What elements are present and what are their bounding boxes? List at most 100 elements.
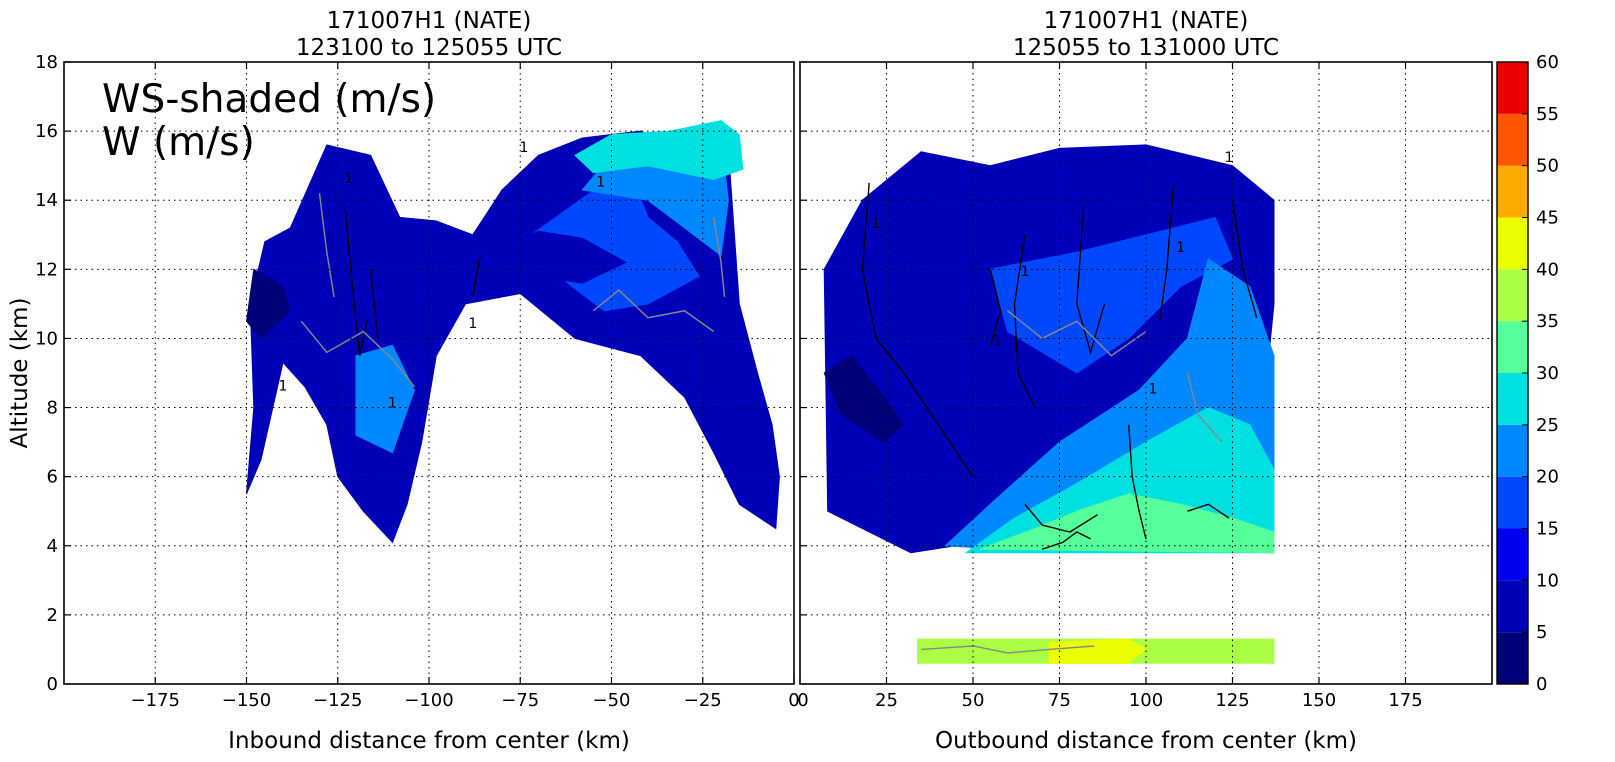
wind-speed-region	[823, 355, 905, 443]
colorbar: 0 5 10 15 20 25 30 35 40 45 50 55 60	[1496, 52, 1559, 695]
w-contour-line	[1128, 424, 1147, 540]
colorbar-segment	[1497, 165, 1528, 218]
y-tick-label: 12	[35, 259, 58, 280]
annotation-ws-shaded: WS-shaded (m/s)	[102, 77, 436, 122]
x-tick-label: 150	[1302, 690, 1336, 711]
contour-label: 1	[1020, 264, 1029, 280]
colorbar-tick-label: 10	[1536, 570, 1559, 591]
annotation-w: W (m/s)	[102, 120, 255, 165]
colorbar-tick-label: 40	[1536, 259, 1559, 280]
colorbar-tick-label: 50	[1536, 156, 1559, 177]
w-contour-line	[1007, 310, 1147, 357]
y-tick-label: 0	[47, 674, 58, 695]
left-chart-subtitle: 123100 to 125055 UTC	[296, 35, 562, 61]
w-contour-line	[1013, 234, 1036, 408]
x-tick-label: 175	[1388, 690, 1422, 711]
x-tick-label: 125	[1215, 690, 1249, 711]
y-tick-label: 10	[35, 328, 58, 349]
left-w-contours: 1 1 1 1 1 1	[279, 140, 726, 412]
colorbar-segment	[1497, 373, 1528, 425]
colorbar-segment	[1497, 62, 1528, 114]
colorbar-tick-label: 5	[1536, 622, 1547, 643]
right-chart-title: 171007H1 (NATE)	[1044, 8, 1249, 34]
left-chart-title: 171007H1 (NATE)	[327, 8, 532, 34]
w-contour-line	[713, 217, 726, 298]
right-x-axis-label: Outbound distance from center (km)	[935, 728, 1357, 754]
wind-speed-region	[355, 344, 415, 454]
contour-label: 1	[596, 174, 605, 190]
contour-label: 1	[993, 333, 1002, 349]
colorbar-tick-label: 35	[1536, 311, 1559, 332]
wind-speed-region	[1048, 638, 1147, 664]
w-contour-line	[1159, 182, 1175, 322]
w-contour-line	[861, 182, 974, 478]
x-tick-label: 100	[1129, 690, 1163, 711]
right-w-contours: 1 1 1 1 1 1	[861, 150, 1258, 654]
colorbar-segment	[1497, 424, 1528, 477]
colorbar-tick-label: 0	[1536, 674, 1547, 695]
y-tick-label: 4	[47, 536, 58, 557]
colorbar-segment	[1497, 269, 1528, 322]
colorbar-segment	[1497, 580, 1528, 633]
x-tick-label: −100	[404, 690, 453, 711]
right-x-ticks: 0 25 50 75 100 125 150 175	[797, 62, 1423, 711]
contour-label: 1	[468, 316, 477, 332]
w-contour-line	[592, 289, 715, 333]
w-contour-line	[1187, 503, 1230, 519]
w-contour-line	[1024, 503, 1098, 533]
x-tick-label: 0	[788, 690, 799, 711]
right-panel: 1 1 1 1 1 1 0 25 50 75 100 125 150 175 171007H1 (NAT…	[797, 8, 1493, 754]
colorbar-tick-label: 25	[1536, 415, 1559, 436]
colorbar-tick-label: 30	[1536, 363, 1559, 384]
left-x-ticks: −175 −150 −125 −100 −75 −50 −25 0	[131, 62, 800, 711]
y-axis-label: Altitude (km)	[7, 298, 33, 449]
wind-speed-region	[245, 268, 291, 340]
contour-label: 1	[279, 378, 288, 394]
wind-speed-region	[493, 230, 628, 284]
colorbar-tick-label: 15	[1536, 519, 1559, 540]
colorbar-tick-label: 45	[1536, 208, 1559, 229]
y-tick-label: 8	[47, 398, 58, 419]
contour-label: 1	[344, 171, 353, 187]
w-contour-line	[1231, 200, 1258, 318]
left-panel: 1 1 1 1 1 1 −175 −150 −125 −100 −75 −50 −25 0 0 2 4 6 8 1…	[7, 8, 807, 754]
contour-label: 1	[872, 216, 881, 232]
contour-label: 1	[519, 140, 528, 156]
y-tick-label: 16	[35, 121, 58, 142]
colorbar-tick-label: 20	[1536, 467, 1559, 488]
left-wind-speed-fill	[245, 120, 780, 544]
wind-speed-region	[398, 216, 474, 267]
colorbar-ticks: 0 5 10 15 20 25 30 35 40 45 50 55 60	[1522, 52, 1559, 695]
contour-label: 1	[1225, 150, 1234, 166]
colorbar-tick-label: 60	[1536, 52, 1559, 73]
y-tick-label: 14	[35, 190, 58, 211]
x-tick-label: −175	[131, 690, 180, 711]
left-grid	[64, 62, 794, 684]
x-tick-label: 75	[1048, 690, 1071, 711]
w-contour-line	[989, 269, 1002, 346]
contour-label: 1	[1148, 382, 1157, 398]
colorbar-segment	[1497, 321, 1528, 373]
w-contour-line	[1186, 372, 1223, 443]
x-tick-label: −150	[222, 690, 271, 711]
left-x-axis-label: Inbound distance from center (km)	[228, 728, 630, 754]
right-wind-speed-fill	[823, 144, 1275, 664]
y-tick-label: 18	[35, 52, 58, 73]
w-contour-line	[472, 255, 481, 298]
w-contour-line	[1041, 531, 1091, 550]
x-tick-label: −125	[313, 690, 362, 711]
x-tick-label: 50	[962, 690, 985, 711]
x-tick-label: 25	[875, 690, 898, 711]
x-tick-label: −75	[501, 690, 539, 711]
w-contour-line	[318, 193, 335, 298]
w-contour-line	[300, 320, 415, 388]
x-tick-label: 0	[797, 690, 808, 711]
contour-label: 1	[388, 396, 397, 412]
w-contour-line	[344, 207, 368, 356]
y-tick-label: 2	[47, 605, 58, 626]
colorbar-segment	[1497, 528, 1528, 581]
x-tick-label: −50	[593, 690, 631, 711]
colorbar-segment	[1497, 113, 1528, 166]
contour-label: 1	[1176, 240, 1185, 256]
colorbar-segment	[1497, 632, 1528, 684]
